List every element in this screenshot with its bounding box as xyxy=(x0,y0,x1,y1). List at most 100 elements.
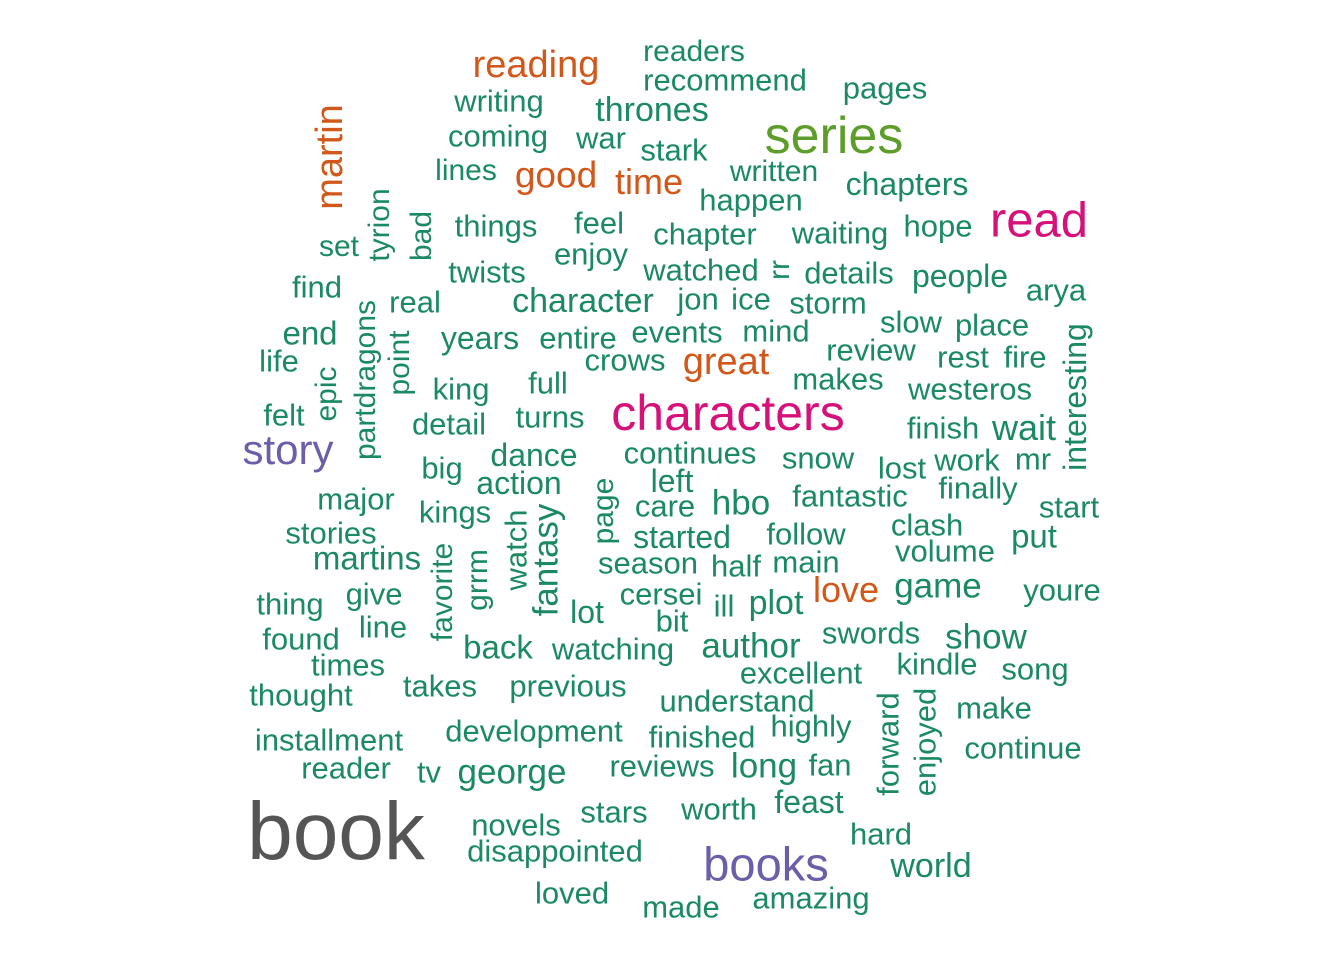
word-chapter: chapter xyxy=(653,216,757,252)
word-make: make xyxy=(956,690,1032,726)
word-book: book xyxy=(247,786,425,877)
word-finally: finally xyxy=(938,470,1018,506)
word-work: work xyxy=(934,442,1000,478)
word-continues: continues xyxy=(623,435,757,471)
word-finish: finish xyxy=(906,410,980,446)
word-watching: watching xyxy=(551,631,675,667)
word-give: give xyxy=(345,576,403,612)
word-happen: happen xyxy=(699,182,803,218)
word-martin: martin xyxy=(309,104,351,210)
word-lost: lost xyxy=(877,450,927,486)
word-stars: stars xyxy=(580,794,648,830)
word-worth: worth xyxy=(681,791,757,827)
word-books: books xyxy=(703,837,829,891)
word-fan: fan xyxy=(808,747,852,783)
word-thought: thought xyxy=(249,677,353,713)
word-things: things xyxy=(454,208,538,244)
word-song: song xyxy=(1001,651,1069,687)
word-grrm: grrm xyxy=(461,549,494,611)
word-game: game xyxy=(894,566,982,606)
word-great: great xyxy=(682,341,770,383)
word-arya: arya xyxy=(1025,272,1087,308)
word-snow: snow xyxy=(781,440,855,476)
word-forward: forward xyxy=(870,692,906,796)
word-finished: finished xyxy=(648,719,756,755)
word-kings: kings xyxy=(418,494,492,530)
word-hard: hard xyxy=(849,816,913,852)
word-kindle: kindle xyxy=(896,646,978,682)
word-waiting: waiting xyxy=(791,215,889,251)
word-character: character xyxy=(512,282,654,320)
word-full: full xyxy=(528,365,568,401)
word-feel: feel xyxy=(574,205,624,241)
word-clash: clash xyxy=(890,507,964,543)
word-started: started xyxy=(633,519,731,555)
word-volume: volume xyxy=(895,533,995,569)
word-tyrion: tyrion xyxy=(363,188,396,262)
word-youre: youre xyxy=(1023,572,1101,608)
word-bit: bit xyxy=(655,603,689,639)
word-mr: mr xyxy=(1014,441,1052,477)
word-review: review xyxy=(826,332,916,368)
word-start: start xyxy=(1038,489,1100,525)
word-stark: stark xyxy=(640,132,708,168)
word-favorite: favorite xyxy=(426,542,459,642)
word-coming: coming xyxy=(448,118,548,154)
word-big: big xyxy=(421,450,463,486)
word-enjoyed: enjoyed xyxy=(907,687,943,797)
word-felt: felt xyxy=(263,397,305,433)
word-author: author xyxy=(701,626,801,666)
word-lines: lines xyxy=(435,154,497,187)
word-hbo: hbo xyxy=(711,483,771,523)
word-previous: previous xyxy=(509,668,627,704)
word-writing: writing xyxy=(454,83,544,119)
word-written: written xyxy=(729,155,819,188)
word-place: place xyxy=(954,307,1030,343)
word-storm: storm xyxy=(789,285,867,321)
word-reading: reading xyxy=(472,44,600,86)
word-reader: reader xyxy=(301,750,391,786)
word-people: people xyxy=(911,258,1009,294)
word-ice: ice xyxy=(731,281,771,317)
word-takes: takes xyxy=(402,668,478,704)
word-detail: detail xyxy=(411,406,487,442)
word-put: put xyxy=(1011,517,1057,555)
word-love: love xyxy=(812,569,880,610)
word-hope: hope xyxy=(903,208,973,244)
word-war: war xyxy=(576,120,626,156)
word-fire: fire xyxy=(1003,339,1047,375)
word-disappointed: disappointed xyxy=(467,833,643,869)
word-crows: crows xyxy=(584,342,666,378)
word-watched: watched xyxy=(643,252,759,288)
word-ill: ill xyxy=(713,588,735,624)
word-rr: rr xyxy=(763,260,796,280)
word-pages: pages xyxy=(842,70,928,106)
word-details: details xyxy=(804,255,894,291)
word-back: back xyxy=(463,628,533,666)
word-point: point xyxy=(383,330,416,396)
word-feast: feast xyxy=(774,784,844,820)
word-loved: loved xyxy=(534,875,610,911)
word-line: line xyxy=(358,609,408,645)
word-plot: plot xyxy=(748,584,804,622)
word-characters: characters xyxy=(611,385,845,441)
word-made: made xyxy=(642,889,720,925)
word-cersei: cersei xyxy=(619,576,703,612)
word-swords: swords xyxy=(821,615,921,651)
word-thrones: thrones xyxy=(595,91,709,129)
word-installment: installment xyxy=(254,722,404,758)
word-makes: makes xyxy=(792,361,884,397)
word-slow: slow xyxy=(879,304,943,340)
word-show: show xyxy=(945,617,1027,657)
word-tv: tv xyxy=(416,754,442,790)
word-lot: lot xyxy=(570,594,604,630)
word-left: left xyxy=(650,463,694,499)
word-wait: wait xyxy=(991,407,1057,448)
word-good: good xyxy=(514,154,598,196)
word-epic: epic xyxy=(310,366,343,422)
word-jon: jon xyxy=(677,281,719,317)
word-reviews: reviews xyxy=(609,748,715,784)
word-highly: highly xyxy=(770,708,852,744)
word-interesting: interesting xyxy=(1057,323,1093,471)
